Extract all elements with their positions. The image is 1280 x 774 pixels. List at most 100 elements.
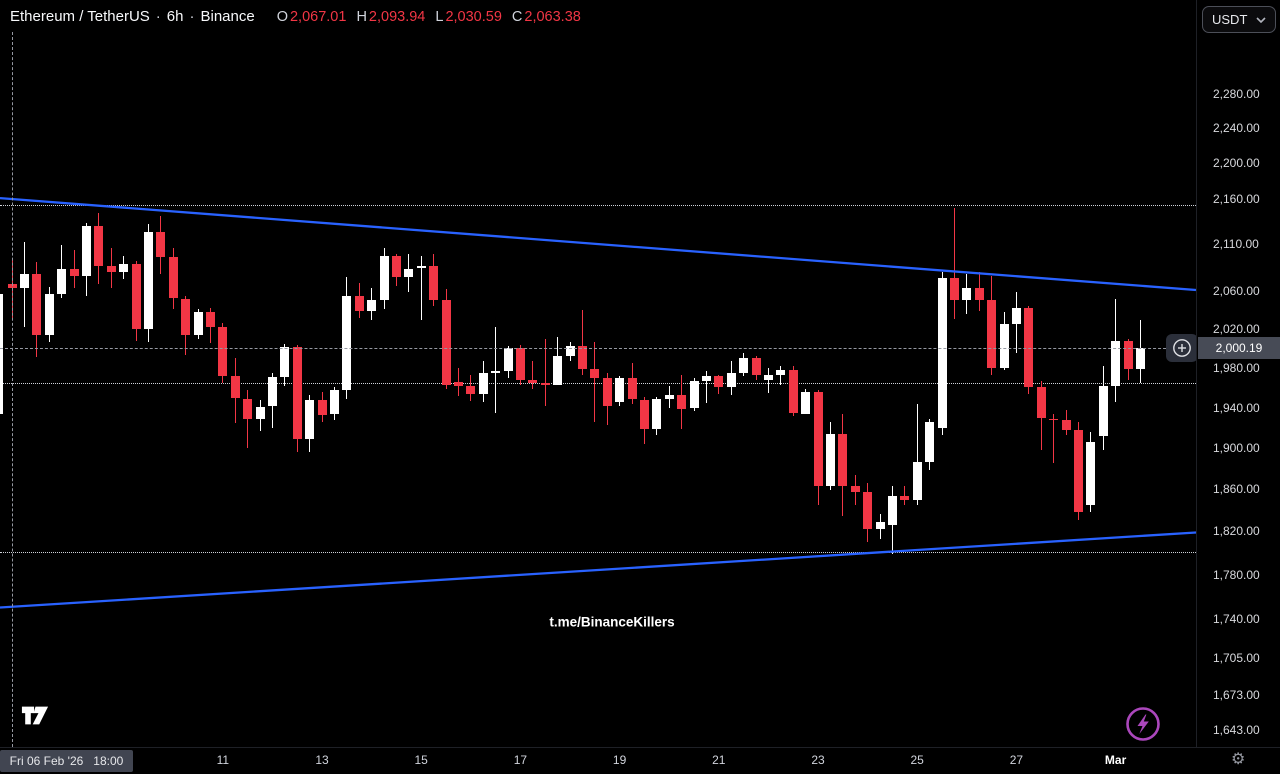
candle-body [466,385,476,395]
candle-body [863,492,873,530]
symbol-legend[interactable]: Ethereum / TetherUS · 6h · Binance O 2,0… [10,8,581,25]
candle-body [949,277,959,301]
candle-body [131,263,141,329]
time-tick-label: 19 [612,753,627,767]
candle-body [664,394,674,399]
time-axis[interactable]: Fri 06 Feb '26 18:00 11 13 15 17 19 21 23 25 27 M… [0,747,1280,774]
candle-body [81,226,91,276]
candle-body [615,377,625,403]
candle-body [119,263,129,273]
chevron-down-icon [1256,16,1266,23]
candle-body [478,372,488,395]
time-tick-label: 23 [811,753,825,767]
candle-body [168,257,178,299]
candle-body [44,293,54,335]
candle-body [218,327,228,376]
time-tick-label: 15 [414,753,428,767]
axis-settings-gear-icon[interactable]: ⚙ [1231,751,1246,768]
candle-body [1111,340,1121,386]
ohlc-readout: O 2,067.01 H 2,093.94 L 2,030.59 C 2,063… [277,9,581,25]
circled-plus-icon [1172,338,1192,358]
time-tick-label: 13 [315,753,329,767]
candle-body [193,311,203,335]
candle-body [925,421,935,463]
time-tick-label: 25 [910,753,924,767]
candle-body [577,346,587,369]
candle-body [751,358,761,375]
time-tick-label: 17 [513,753,528,767]
crosshair-vertical-line [12,32,13,747]
candle-body [329,389,339,415]
candle-body [1061,419,1071,430]
channel-watermark: t.me/BinanceKillers [549,614,675,630]
candle-body [813,391,823,487]
candle-wick [1053,413,1055,464]
candle-wick [904,486,906,505]
exchange-label: Binance [200,8,255,25]
candle-body [739,358,749,373]
high-value: 2,093.94 [368,9,426,25]
time-tick-label: Mar [1104,753,1127,767]
candle-body [999,324,1009,368]
candle-body [205,311,215,328]
candle-body [900,495,910,500]
candle-body [94,226,104,266]
candle-body [453,381,463,386]
candle-body [305,399,315,439]
price-tick-label: 2,160.00 [1213,191,1260,206]
candle-body [652,398,662,429]
candle-body [627,377,637,400]
instant-trading-button[interactable] [1124,705,1162,743]
candle-body [838,433,848,487]
candle-wick [780,365,782,385]
price-tick-label: 1,740.00 [1213,611,1260,626]
candle-body [1036,386,1046,419]
candle-body [391,256,401,277]
symbol-title[interactable]: Ethereum / TetherUS [10,8,150,25]
candle-body [379,256,389,301]
crosshair-price-badge: 2,000.19 [1198,337,1280,360]
candle-body [850,486,860,493]
candle-body [937,277,947,428]
candle-body [515,348,525,380]
candle-body [801,391,811,414]
add-alert-plus-button[interactable] [1166,334,1196,362]
candle-body [912,462,922,500]
interval-label[interactable]: 6h [166,8,184,25]
candle-body [714,375,724,387]
price-tick-label: 2,110.00 [1213,237,1259,252]
candle-body [503,348,513,371]
price-tick-label: 1,673.00 [1213,687,1260,702]
candle-body [354,295,364,311]
candle-body [156,231,166,258]
candle-body [677,394,687,409]
price-tick-label: 2,020.00 [1213,322,1260,336]
candle-wick [544,338,546,407]
candle-wick [953,208,955,319]
candle-body [255,406,265,419]
candle-body [726,372,736,387]
dotted-level-line[interactable] [0,382,1196,384]
currency-unit-dropdown[interactable]: USDT [1202,6,1276,33]
candle-body [825,433,835,487]
time-tick-label: 27 [1009,753,1024,767]
chart-pane[interactable]: t.me/BinanceKillers Ethereum / TetherUS … [0,0,1196,747]
tradingview-logo[interactable] [20,701,50,729]
candle-body [267,376,277,407]
price-tick-label: 2,060.00 [1213,284,1260,298]
candle-body [32,274,42,335]
candle-body [528,379,538,383]
open-value: 2,067.01 [289,9,347,25]
candle-wick [705,370,707,404]
candle-body [763,374,773,380]
candle-body [57,268,67,294]
price-tick-label: 1,780.00 [1213,567,1260,582]
candle-body [106,265,116,273]
candle-body [1011,308,1021,325]
candle-body [1024,308,1034,387]
legend-separator: · [189,8,195,25]
high-label: H [356,9,367,25]
legend-separator: · [155,8,161,25]
price-axis[interactable]: 2,280.00 2,240.00 2,200.00 2,160.00 2,110.00… [1196,0,1280,747]
close-value: 2,063.38 [524,9,581,25]
